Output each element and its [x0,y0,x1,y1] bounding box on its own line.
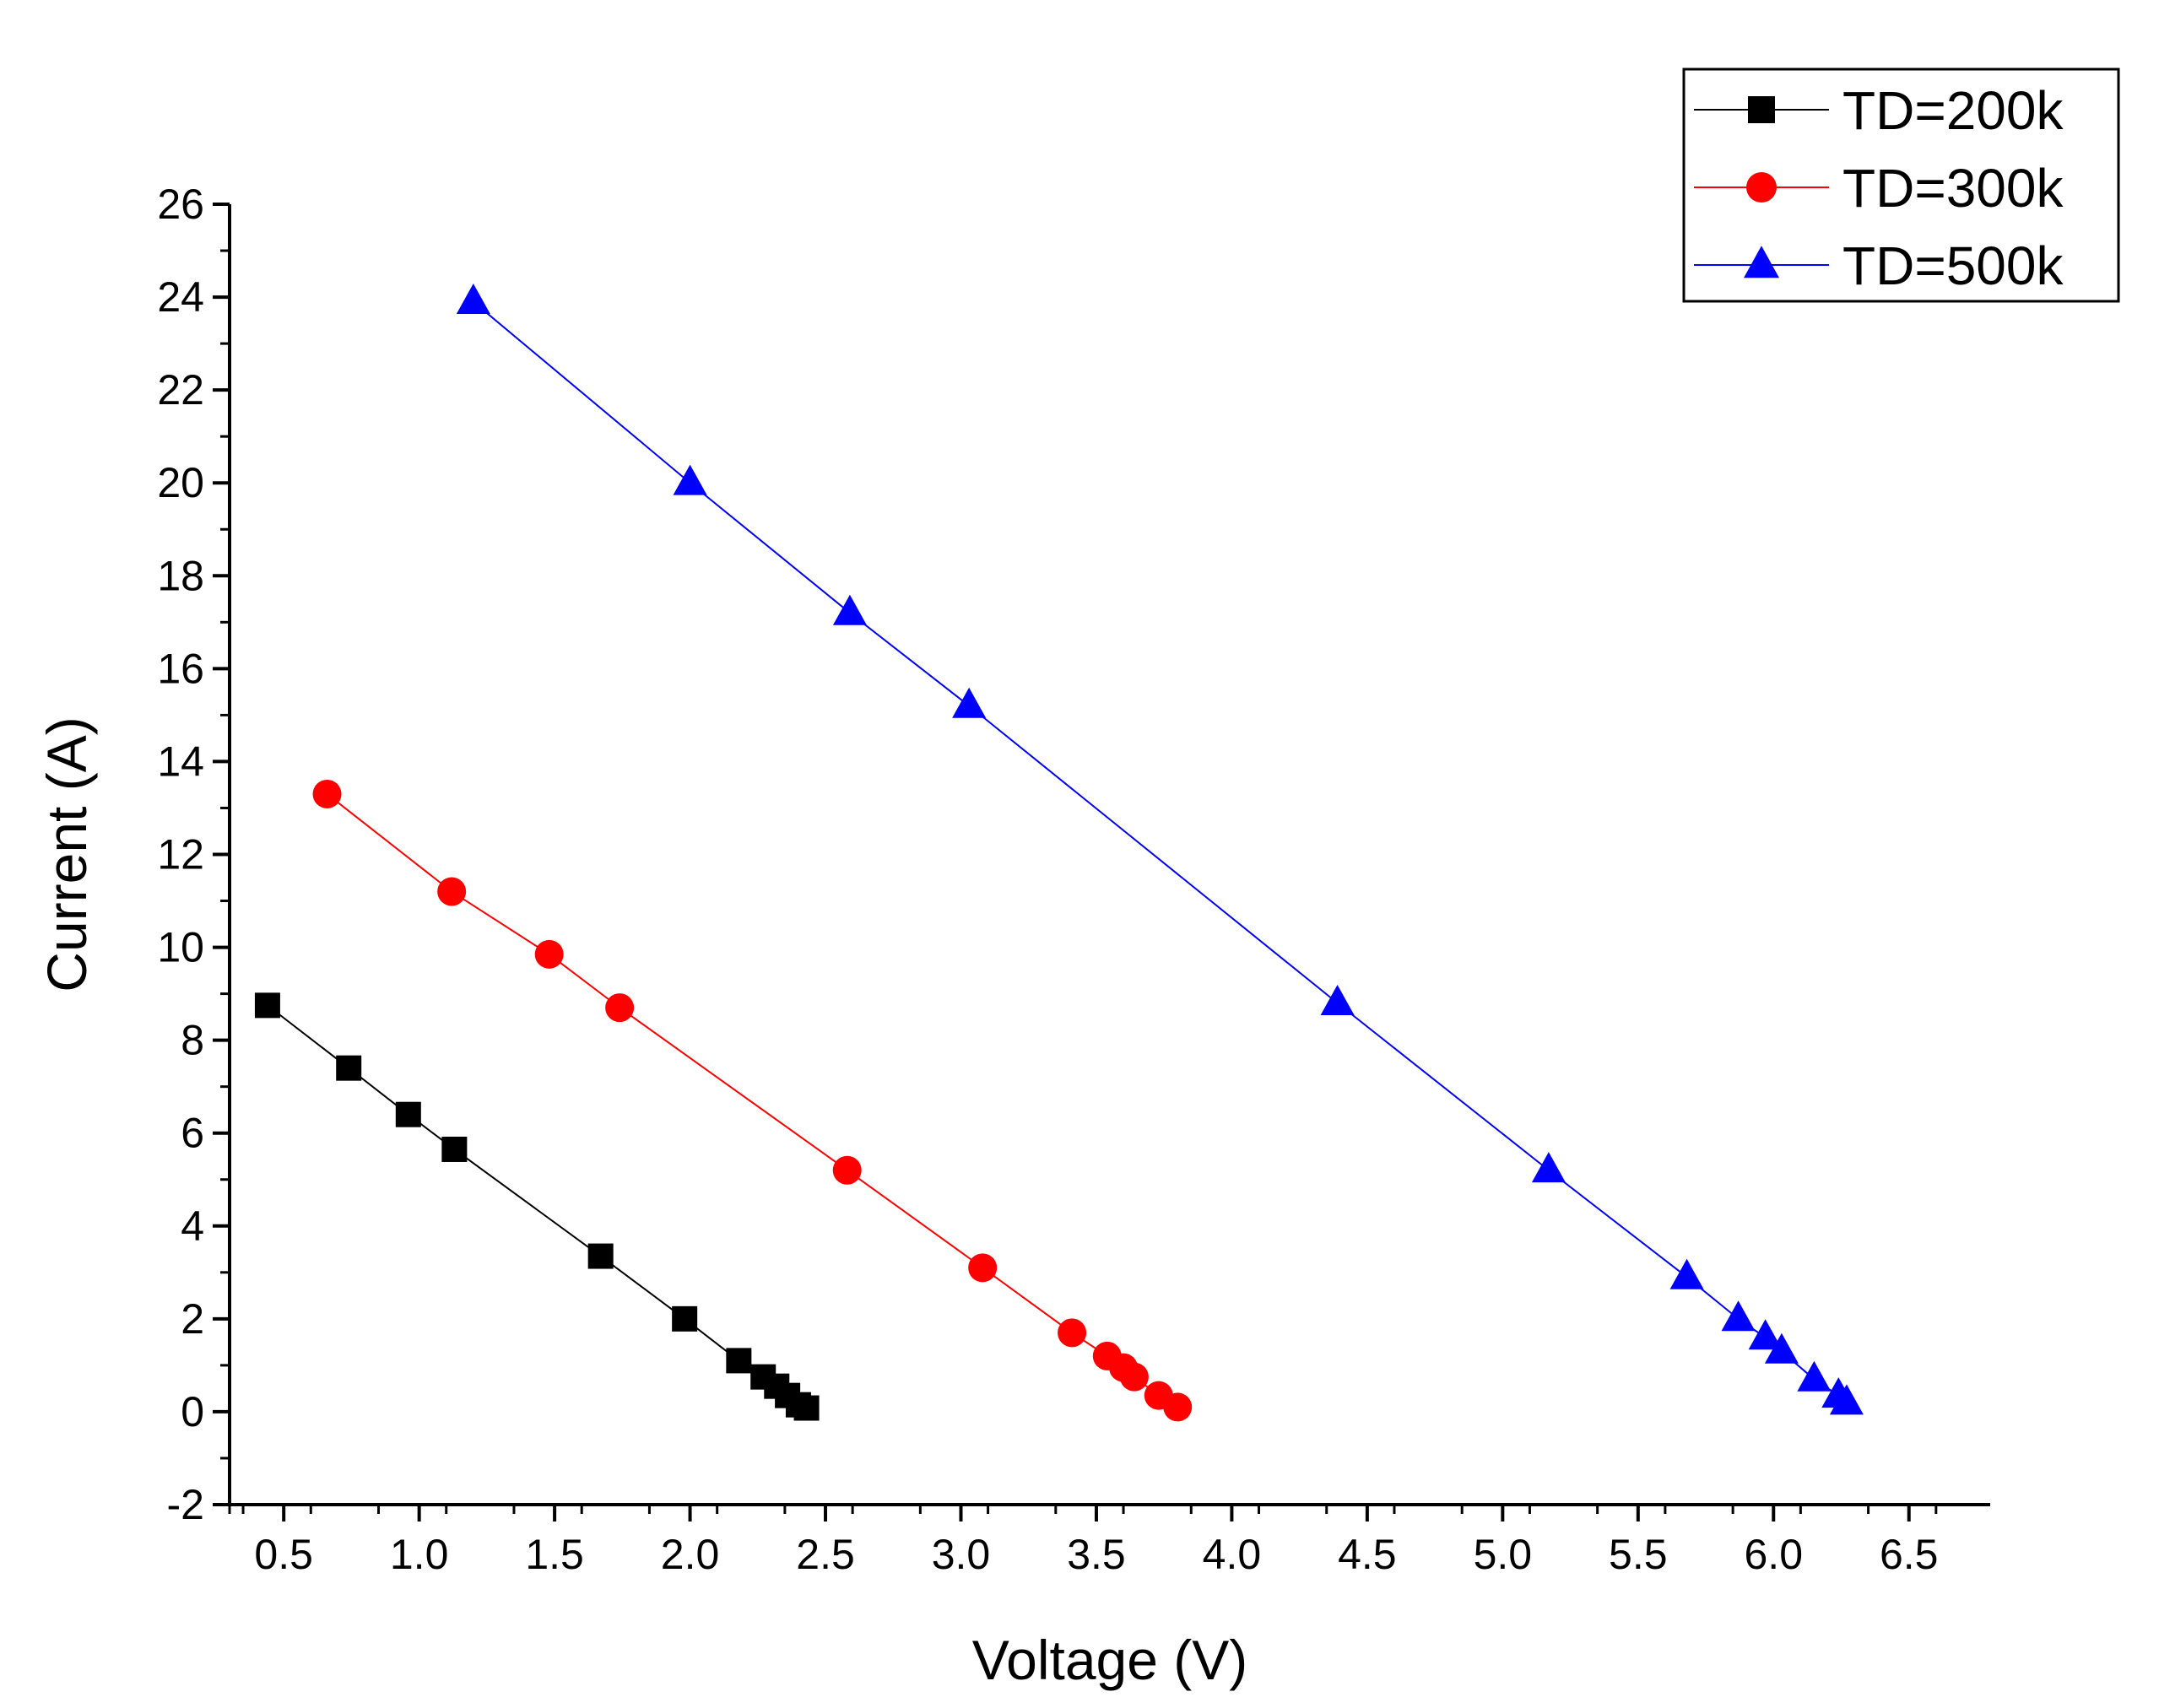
x-tick-label: 3.0 [932,1531,991,1578]
y-tick-label: 0 [181,1388,204,1435]
data-point [395,1101,421,1127]
series-layer [254,283,1864,1422]
y-tick-label: 4 [181,1203,204,1250]
data-point [254,992,280,1019]
x-axis-title: Voltage (V) [972,1629,1248,1691]
data-point [1797,1360,1832,1392]
legend-marker [1744,246,1779,278]
x-tick-label: 6.0 [1745,1531,1804,1578]
series-2 [312,779,1193,1422]
x-tick-label: 4.0 [1203,1531,1262,1578]
y-tick-label: 26 [157,181,204,228]
x-tick-label: 1.0 [390,1531,449,1578]
data-point [1119,1362,1149,1392]
x-tick-label: 5.5 [1609,1531,1668,1578]
data-point [1531,1152,1566,1183]
data-point [441,1136,468,1162]
y-tick-label: -2 [167,1481,204,1528]
data-point [534,939,564,969]
legend-entry: TD=200k [1694,80,2064,141]
y-tick-label: 2 [181,1295,204,1343]
x-tick-label: 4.5 [1338,1531,1397,1578]
x-tick-label: 6.5 [1880,1531,1939,1578]
series-3 [456,283,1864,1415]
series-1 [254,992,820,1421]
data-point [1721,1300,1756,1332]
y-tick-label: 6 [181,1110,204,1157]
x-tick-label: 1.5 [525,1531,584,1578]
x-tick-label: 0.5 [254,1531,313,1578]
data-point [672,1305,698,1332]
data-point [793,1395,820,1421]
data-point [1764,1332,1799,1364]
data-point [673,464,707,495]
data-point [1748,1319,1783,1350]
y-axis-title: Current (A) [35,716,98,992]
legend-label: TD=500k [1842,235,2064,296]
data-point [1829,1384,1864,1415]
y-tick-label: 22 [157,366,204,413]
data-point [456,283,490,314]
data-point [832,1155,862,1185]
data-point [1163,1392,1193,1422]
legend-marker [1746,172,1777,203]
y-tick-label: 16 [157,645,204,692]
data-point [726,1348,752,1374]
legend-marker [1748,96,1775,123]
y-tick-label: 8 [181,1017,204,1064]
data-point [312,779,342,808]
y-tick-label: 18 [157,552,204,599]
data-point [952,687,987,718]
data-point [336,1055,362,1081]
data-point [1669,1258,1704,1289]
y-tick-label: 10 [157,924,204,971]
x-tick-label: 5.0 [1474,1531,1533,1578]
y-tick-label: 14 [157,738,204,785]
data-point [437,877,467,906]
y-tick-label: 24 [157,273,204,321]
legend-entry: TD=300k [1694,158,2064,219]
series-line [473,300,1848,1403]
y-tick-label: 12 [157,831,204,878]
data-point [605,993,635,1023]
x-tick-label: 3.5 [1067,1531,1126,1578]
data-point [1058,1318,1087,1348]
data-point [832,594,867,625]
x-tick-label: 2.5 [796,1531,855,1578]
data-point [587,1243,614,1269]
y-tick-label: 20 [157,459,204,506]
legend: TD=200k TD=300k TD=500k [1682,68,2120,303]
legend-label: TD=200k [1842,80,2064,141]
data-point [1320,985,1355,1016]
data-point [968,1253,998,1283]
legend-entry: TD=500k [1694,235,2064,296]
legend-label: TD=300k [1842,158,2064,219]
x-tick-label: 2.0 [661,1531,720,1578]
